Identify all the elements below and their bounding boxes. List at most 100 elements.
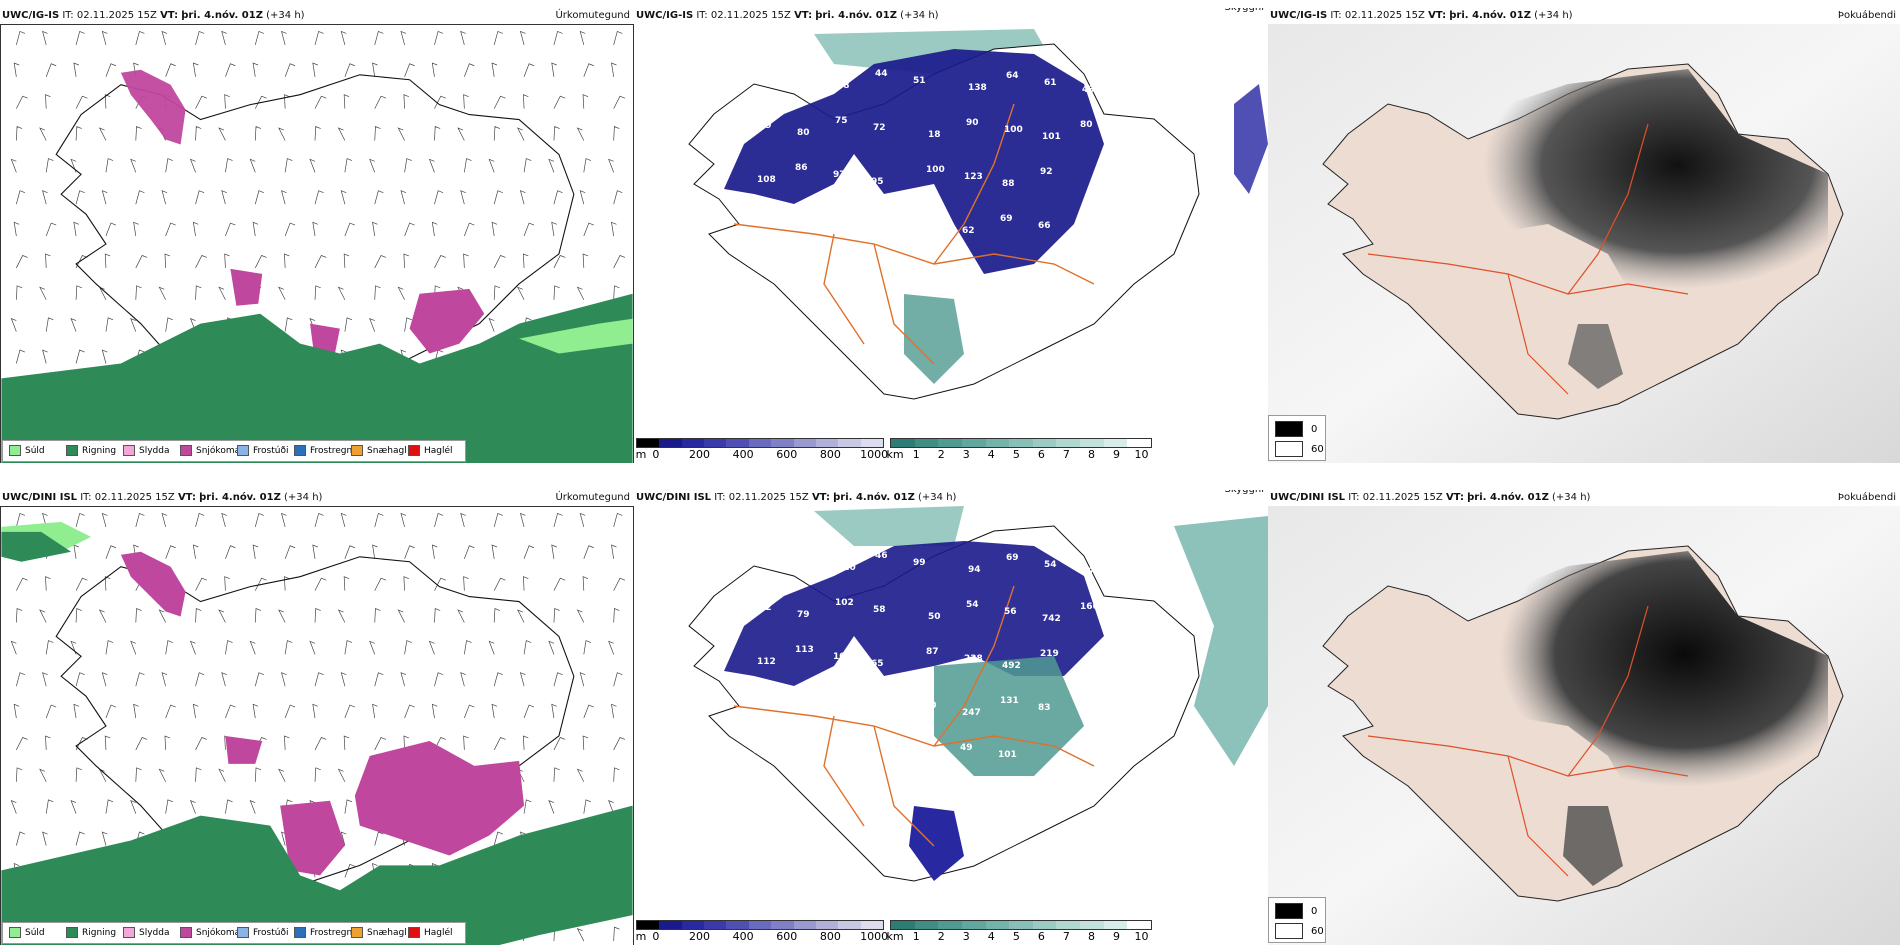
wind-barb <box>42 512 48 528</box>
cloud-base-label: 54 <box>966 600 979 610</box>
lead-time: (+34 h) <box>284 492 323 503</box>
cloud-base-label: 83 <box>755 229 768 239</box>
legend-item: Haglél <box>408 927 453 938</box>
wind-barb <box>314 767 321 782</box>
visibility-colorbar-ticks: km 1 2 3 4 5 6 7 8 9 10 <box>886 448 1152 462</box>
legend-swatch <box>351 445 363 456</box>
cloud-base-label: 62 <box>962 226 975 236</box>
wind-barb <box>39 768 47 782</box>
wind-barb <box>576 927 585 942</box>
valid-time: þri. 4.nóv. 01Z <box>1449 10 1531 21</box>
wind-barb <box>189 158 196 173</box>
legend-label: Frostúði <box>253 927 289 938</box>
wind-barb <box>75 30 85 46</box>
valid-time: þri. 4.nóv. 01Z <box>181 10 263 21</box>
wind-barb <box>400 190 407 205</box>
colorbar-unit: m <box>635 930 647 943</box>
lead-time: (+34 h) <box>900 10 939 21</box>
wind-barb <box>553 577 566 591</box>
snow-area-northwest <box>120 551 186 617</box>
wind-barb <box>101 672 108 687</box>
legend-label: Snæhagl <box>367 445 407 456</box>
wind-barb <box>576 286 585 300</box>
wind-barb <box>340 30 347 46</box>
wind-barb <box>493 126 501 141</box>
wind-barb <box>98 127 107 141</box>
wind-barb <box>101 831 108 846</box>
colorbar-cell <box>1127 921 1152 929</box>
model-name: UWC/IG-IS <box>636 10 694 21</box>
wind-barb <box>192 62 199 77</box>
cloud-base-label: 58 <box>873 605 886 615</box>
wind-barb <box>434 95 446 109</box>
wind-barb <box>343 253 350 268</box>
cloud-base-label: 101 <box>1042 132 1061 142</box>
fog-indicator-map <box>1268 506 1900 945</box>
wind-barb <box>583 799 592 814</box>
cloud-base-label: 420 <box>837 563 856 573</box>
precip-map <box>0 24 634 463</box>
wind-barb <box>404 63 415 77</box>
wind-barb <box>45 799 54 814</box>
wind-barb <box>374 737 387 751</box>
wind-barb <box>135 126 142 141</box>
snow-area-south <box>280 800 345 876</box>
wind-barb <box>463 640 472 655</box>
colorbar-cell <box>860 439 883 447</box>
wind-barb <box>104 735 111 750</box>
cloud-base-colorbar-cells <box>636 438 884 448</box>
cloud-base-label: 30 <box>924 701 937 711</box>
init-time: IT: 02.11.2025 15Z <box>80 492 175 503</box>
cloud-base-label: 82 <box>759 603 772 613</box>
wind-barb <box>224 94 230 109</box>
wind-barb <box>522 735 529 750</box>
wind-barb <box>195 285 202 300</box>
wind-barb <box>221 190 227 205</box>
wind-barb <box>397 127 405 141</box>
wind-barb <box>218 768 226 782</box>
wind-barb <box>583 704 594 719</box>
wind-barb <box>523 545 535 559</box>
wind-barb <box>523 158 532 173</box>
wind-barb <box>493 255 506 269</box>
wind-barb <box>45 63 57 77</box>
cloud-base-colorbar: m 0 200 400 600 800 1000 <box>635 920 888 944</box>
wind-barb <box>613 30 623 46</box>
wind-barb <box>460 30 466 46</box>
fog-legend-item: 0 <box>1275 903 1317 919</box>
colorbar-cell <box>793 921 816 929</box>
wind-barb <box>340 190 347 205</box>
wind-barb <box>13 703 20 719</box>
wind-barb <box>15 608 23 623</box>
wind-barb <box>434 608 441 623</box>
wind-barb <box>404 640 412 655</box>
cloud-base-label: 49 <box>960 743 973 753</box>
wind-barb <box>39 609 47 623</box>
legend-item: Slydda <box>123 927 169 938</box>
wind-barb <box>135 255 148 269</box>
wind-barb <box>284 94 290 109</box>
cloud-base-label: 52 <box>799 74 812 84</box>
wind-barb <box>75 255 88 269</box>
wind-barb <box>576 609 585 623</box>
wind-barb <box>158 609 166 623</box>
wind-barb <box>195 30 205 46</box>
wind-barb <box>583 545 594 559</box>
wind-barb <box>372 703 378 719</box>
wind-barb <box>73 221 80 237</box>
wind-barb <box>374 95 387 109</box>
legend-label: Frostúði <box>253 445 289 456</box>
colorbar-cell <box>771 921 794 929</box>
wind-barb <box>195 126 202 141</box>
wind-barb <box>337 609 346 623</box>
wind-barb <box>344 63 355 77</box>
cloud-base-label: 74 <box>744 67 757 77</box>
wind-barb <box>374 672 384 687</box>
rain-area-north <box>1 531 72 562</box>
wind-barb <box>583 158 592 173</box>
cloud-base-label: 53 <box>886 212 899 222</box>
wind-barb <box>493 577 506 591</box>
wind-barb <box>493 672 503 687</box>
wind-barb <box>431 221 438 237</box>
wind-barb <box>254 512 264 528</box>
